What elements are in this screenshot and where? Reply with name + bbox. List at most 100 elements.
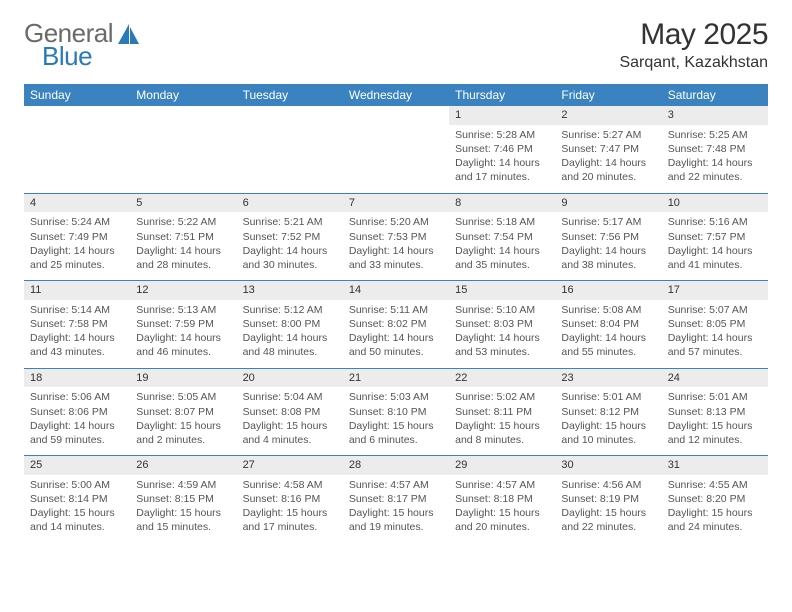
sunset-text: Sunset: 8:16 PM xyxy=(243,492,337,506)
daylight-text: Daylight: 15 hours and 24 minutes. xyxy=(668,506,762,534)
sunrise-text: Sunrise: 5:24 AM xyxy=(30,215,124,229)
calendar-day xyxy=(24,106,130,193)
sunset-text: Sunset: 8:00 PM xyxy=(243,317,337,331)
calendar-day: 25Sunrise: 5:00 AMSunset: 8:14 PMDayligh… xyxy=(24,456,130,543)
calendar-day: 2Sunrise: 5:27 AMSunset: 7:47 PMDaylight… xyxy=(555,106,661,193)
sunrise-text: Sunrise: 5:05 AM xyxy=(136,390,230,404)
sunset-text: Sunset: 8:11 PM xyxy=(455,405,549,419)
weekday-header: Saturday xyxy=(662,84,768,106)
calendar-day xyxy=(130,106,236,193)
daylight-text: Daylight: 15 hours and 6 minutes. xyxy=(349,419,443,447)
sunset-text: Sunset: 7:56 PM xyxy=(561,230,655,244)
sunset-text: Sunset: 7:51 PM xyxy=(136,230,230,244)
sunset-text: Sunset: 8:10 PM xyxy=(349,405,443,419)
sunrise-text: Sunrise: 4:59 AM xyxy=(136,478,230,492)
sunrise-text: Sunrise: 5:11 AM xyxy=(349,303,443,317)
sunrise-text: Sunrise: 4:58 AM xyxy=(243,478,337,492)
calendar-day: 11Sunrise: 5:14 AMSunset: 7:58 PMDayligh… xyxy=(24,281,130,369)
calendar-day: 19Sunrise: 5:05 AMSunset: 8:07 PMDayligh… xyxy=(130,368,236,456)
date-number: 25 xyxy=(24,456,130,475)
sunrise-text: Sunrise: 5:22 AM xyxy=(136,215,230,229)
sunrise-text: Sunrise: 4:57 AM xyxy=(455,478,549,492)
daylight-text: Daylight: 14 hours and 41 minutes. xyxy=(668,244,762,272)
daylight-text: Daylight: 14 hours and 25 minutes. xyxy=(30,244,124,272)
daylight-text: Daylight: 14 hours and 28 minutes. xyxy=(136,244,230,272)
date-number: 8 xyxy=(449,194,555,213)
date-number: 6 xyxy=(237,194,343,213)
sunrise-text: Sunrise: 5:01 AM xyxy=(561,390,655,404)
sunset-text: Sunset: 8:08 PM xyxy=(243,405,337,419)
sunset-text: Sunset: 7:54 PM xyxy=(455,230,549,244)
daylight-text: Daylight: 14 hours and 33 minutes. xyxy=(349,244,443,272)
date-number: 28 xyxy=(343,456,449,475)
calendar-day: 27 Sunrise: 4:58 AMSunset: 8:16 PMDayligh… xyxy=(237,456,343,543)
daylight-text: Daylight: 14 hours and 50 minutes. xyxy=(349,331,443,359)
sunrise-text: Sunrise: 5:02 AM xyxy=(455,390,549,404)
sunset-text: Sunset: 8:17 PM xyxy=(349,492,443,506)
calendar-day: 22 Sunrise: 5:02 AMSunset: 8:11 PMDayligh… xyxy=(449,368,555,456)
date-number: 1 xyxy=(449,106,555,125)
sunrise-text: Sunrise: 4:57 AM xyxy=(349,478,443,492)
calendar-day: 18Sunrise: 5:06 AMSunset: 8:06 PMDayligh… xyxy=(24,368,130,456)
sunset-text: Sunset: 7:59 PM xyxy=(136,317,230,331)
sunrise-text: Sunrise: 5:27 AM xyxy=(561,128,655,142)
calendar-week: 18Sunrise: 5:06 AMSunset: 8:06 PMDayligh… xyxy=(24,368,768,456)
sunset-text: Sunset: 8:07 PM xyxy=(136,405,230,419)
date-number: 19 xyxy=(130,369,236,388)
daylight-text: Daylight: 14 hours and 59 minutes. xyxy=(30,419,124,447)
date-number: 2 xyxy=(555,106,661,125)
sunset-text: Sunset: 8:03 PM xyxy=(455,317,549,331)
date-number: 26 xyxy=(130,456,236,475)
daylight-text: Daylight: 15 hours and 8 minutes. xyxy=(455,419,549,447)
sunset-text: Sunset: 7:58 PM xyxy=(30,317,124,331)
calendar-day: 3Sunrise: 5:25 AMSunset: 7:48 PMDaylight… xyxy=(662,106,768,193)
sunset-text: Sunset: 8:14 PM xyxy=(30,492,124,506)
calendar-week: 1Sunrise: 5:28 AMSunset: 7:46 PMDaylight… xyxy=(24,106,768,193)
page-header: General Blue May 2025 Sarqant, Kazakhsta… xyxy=(24,18,768,72)
sunrise-text: Sunrise: 5:21 AM xyxy=(243,215,337,229)
date-number: 10 xyxy=(662,194,768,213)
sunrise-text: Sunrise: 5:01 AM xyxy=(668,390,762,404)
calendar-day: 14Sunrise: 5:11 AMSunset: 8:02 PMDayligh… xyxy=(343,281,449,369)
daylight-text: Daylight: 14 hours and 48 minutes. xyxy=(243,331,337,359)
daylight-text: Daylight: 14 hours and 46 minutes. xyxy=(136,331,230,359)
daylight-text: Daylight: 15 hours and 17 minutes. xyxy=(243,506,337,534)
sunset-text: Sunset: 8:12 PM xyxy=(561,405,655,419)
date-number: 3 xyxy=(662,106,768,125)
sunset-text: Sunset: 7:49 PM xyxy=(30,230,124,244)
date-number: 30 xyxy=(555,456,661,475)
sunrise-text: Sunrise: 5:10 AM xyxy=(455,303,549,317)
title-block: May 2025 Sarqant, Kazakhstan xyxy=(619,18,768,72)
calendar-week: 25Sunrise: 5:00 AMSunset: 8:14 PMDayligh… xyxy=(24,456,768,543)
calendar-day: 21Sunrise: 5:03 AMSunset: 8:10 PMDayligh… xyxy=(343,368,449,456)
sunset-text: Sunset: 8:18 PM xyxy=(455,492,549,506)
date-number: 15 xyxy=(449,281,555,300)
logo-text-2: Blue xyxy=(42,41,92,72)
daylight-text: Daylight: 15 hours and 19 minutes. xyxy=(349,506,443,534)
calendar-day: 15 Sunrise: 5:10 AMSunset: 8:03 PMDayligh… xyxy=(449,281,555,369)
calendar-day: 20Sunrise: 5:04 AMSunset: 8:08 PMDayligh… xyxy=(237,368,343,456)
daylight-text: Daylight: 14 hours and 43 minutes. xyxy=(30,331,124,359)
sail-icon xyxy=(118,24,140,49)
daylight-text: Daylight: 15 hours and 22 minutes. xyxy=(561,506,655,534)
calendar-day: 17Sunrise: 5:07 AMSunset: 8:05 PMDayligh… xyxy=(662,281,768,369)
calendar-day: 26Sunrise: 4:59 AMSunset: 8:15 PMDayligh… xyxy=(130,456,236,543)
date-number: 14 xyxy=(343,281,449,300)
location-label: Sarqant, Kazakhstan xyxy=(619,54,768,72)
daylight-text: Daylight: 14 hours and 30 minutes. xyxy=(243,244,337,272)
sunset-text: Sunset: 8:15 PM xyxy=(136,492,230,506)
date-number: 22 xyxy=(449,369,555,388)
date-number: 29 xyxy=(449,456,555,475)
daylight-text: Daylight: 14 hours and 57 minutes. xyxy=(668,331,762,359)
daylight-text: Daylight: 14 hours and 53 minutes. xyxy=(455,331,549,359)
date-number: 7 xyxy=(343,194,449,213)
date-number: 27 xyxy=(237,456,343,475)
daylight-text: Daylight: 15 hours and 10 minutes. xyxy=(561,419,655,447)
weekday-header: Sunday xyxy=(24,84,130,106)
calendar-day: 4Sunrise: 5:24 AMSunset: 7:49 PMDaylight… xyxy=(24,193,130,281)
calendar-day: 23Sunrise: 5:01 AMSunset: 8:12 PMDayligh… xyxy=(555,368,661,456)
sunset-text: Sunset: 8:13 PM xyxy=(668,405,762,419)
sunset-text: Sunset: 7:52 PM xyxy=(243,230,337,244)
sunset-text: Sunset: 8:06 PM xyxy=(30,405,124,419)
calendar-week: 4Sunrise: 5:24 AMSunset: 7:49 PMDaylight… xyxy=(24,193,768,281)
